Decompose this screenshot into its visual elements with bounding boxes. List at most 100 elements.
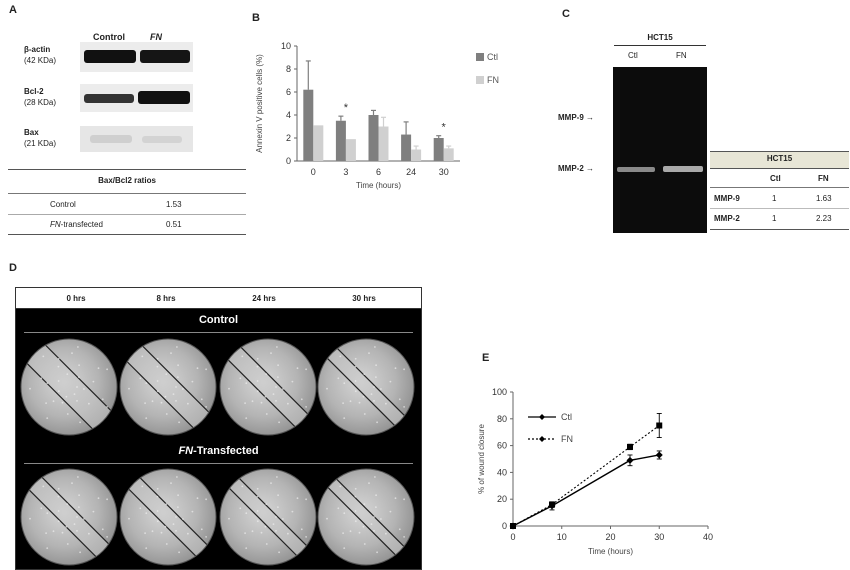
bar xyxy=(345,139,356,161)
y-tick-label: 60 xyxy=(497,441,507,451)
cell-speck xyxy=(375,494,377,497)
cell-speck xyxy=(205,368,207,371)
ratio-row-value: 0.51 xyxy=(166,220,182,229)
blot-kda: (28 KDa) xyxy=(24,98,57,107)
legend-label: Ctl xyxy=(561,412,572,422)
cell-speck xyxy=(275,386,277,388)
row-label-rest: -Transfected xyxy=(193,445,259,457)
cell-speck xyxy=(156,380,159,382)
mmp-row-ctl: 1 xyxy=(772,214,777,223)
cell-speck xyxy=(403,536,405,538)
legend-swatch xyxy=(476,76,484,84)
cell-speck xyxy=(349,530,352,533)
cell-speck xyxy=(156,487,159,490)
y-tick-label: 6 xyxy=(286,87,291,97)
wound-edge xyxy=(220,479,306,565)
zymogram-cell-line: HCT15 xyxy=(647,33,673,42)
cell-speck xyxy=(265,503,268,505)
significance-marker: * xyxy=(344,102,349,114)
cell-speck xyxy=(287,532,289,535)
x-tick-label: 30 xyxy=(654,532,664,542)
cell-speck xyxy=(45,532,47,534)
cell-speck xyxy=(97,497,100,500)
cell-speck xyxy=(57,380,60,382)
cell-speck xyxy=(251,400,254,403)
cell-speck xyxy=(97,367,100,370)
cell-speck xyxy=(343,382,346,385)
series-line xyxy=(512,425,660,527)
cell-speck xyxy=(172,393,175,395)
cell-speck xyxy=(52,400,55,403)
row-divider xyxy=(24,332,413,333)
cell-speck xyxy=(172,523,175,525)
cell-speck xyxy=(389,380,392,383)
wound-edge xyxy=(230,469,316,555)
cell-speck xyxy=(128,517,130,520)
wound-gap xyxy=(220,469,316,565)
legend-marker xyxy=(539,436,545,442)
cell-speck xyxy=(394,497,397,500)
cell-speck xyxy=(368,352,370,354)
bar xyxy=(335,120,346,161)
cell-speck xyxy=(205,498,207,501)
legend-label: FN xyxy=(487,75,499,85)
wound-edge xyxy=(132,336,219,423)
cell-speck xyxy=(272,523,275,525)
cell-speck xyxy=(241,485,244,488)
cell-speck xyxy=(144,532,146,534)
y-axis-label: Annexin V positive cells (%) xyxy=(255,54,264,153)
data-point xyxy=(510,523,516,529)
cell-speck xyxy=(106,536,108,538)
y-axis-label: % of wound closure xyxy=(477,424,486,494)
table-rule xyxy=(8,193,246,194)
cell-speck xyxy=(88,402,90,405)
cell-speck xyxy=(92,380,95,383)
well-rim xyxy=(20,468,118,566)
wound-edge xyxy=(327,469,414,556)
wound-edge xyxy=(130,468,217,555)
bar xyxy=(433,138,444,161)
cell-speck xyxy=(403,498,405,501)
cell-speck xyxy=(270,482,272,484)
y-tick-label: 20 xyxy=(497,494,507,504)
well-rim xyxy=(317,338,415,436)
legend-swatch xyxy=(476,53,484,61)
cell-speck xyxy=(282,388,284,390)
wound-edge xyxy=(318,478,405,565)
y-tick-label: 0 xyxy=(502,521,507,531)
row-label-italic: FN xyxy=(178,445,194,457)
x-tick-label: 20 xyxy=(605,532,615,542)
cell-speck xyxy=(275,516,277,518)
cell-speck xyxy=(57,357,60,360)
cell-speck xyxy=(264,395,267,398)
lane-bracket xyxy=(614,45,706,46)
cell-speck xyxy=(358,531,361,534)
cell-speck xyxy=(78,364,80,367)
wound-gap xyxy=(219,338,317,436)
cell-speck xyxy=(205,406,207,408)
cell-speck xyxy=(52,530,55,533)
cell-speck xyxy=(176,346,178,348)
cell-speck xyxy=(156,390,159,393)
wound-scratch xyxy=(318,469,414,565)
panel-label-e: E xyxy=(482,352,490,364)
cell-speck xyxy=(106,368,108,371)
cell-speck xyxy=(385,402,387,405)
cell-speck xyxy=(76,516,78,518)
cell-speck xyxy=(151,400,154,403)
panel-label-b: B xyxy=(252,12,260,24)
bar xyxy=(378,126,389,161)
cell-speck xyxy=(245,512,248,515)
cell-speck xyxy=(187,402,189,405)
wound-scratch xyxy=(19,467,119,567)
cell-speck xyxy=(278,551,280,554)
cell-speck xyxy=(175,400,177,402)
time-header: 30 hrs xyxy=(352,294,376,303)
cell-speck xyxy=(29,387,31,390)
cell-speck xyxy=(177,376,179,378)
cell-speck xyxy=(363,543,366,545)
well-rim xyxy=(219,468,317,566)
cell-speck xyxy=(83,388,85,390)
cell-speck xyxy=(165,413,168,415)
cell-speck xyxy=(277,364,279,367)
